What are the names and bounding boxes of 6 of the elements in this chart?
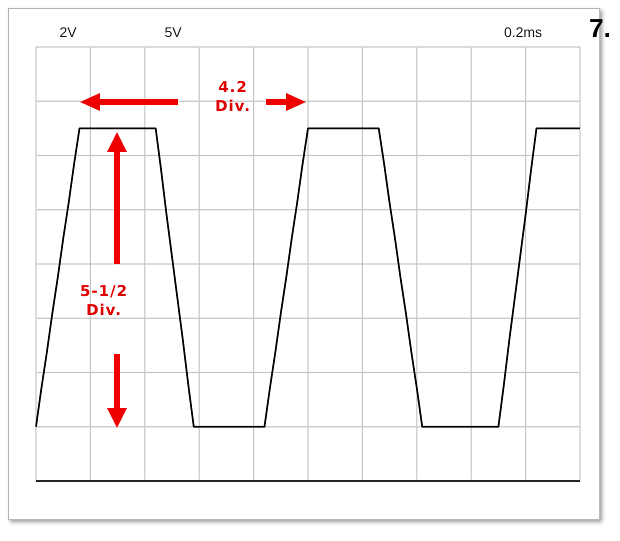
- text: 5V: [163, 24, 183, 42]
- text: 2V: [58, 24, 78, 42]
- text: 0.2ms: [502, 24, 544, 42]
- text: 7.: [588, 12, 612, 44]
- annotation: 5-1/2 Div.: [78, 282, 129, 320]
- text: 4.2 Div.: [214, 78, 252, 116]
